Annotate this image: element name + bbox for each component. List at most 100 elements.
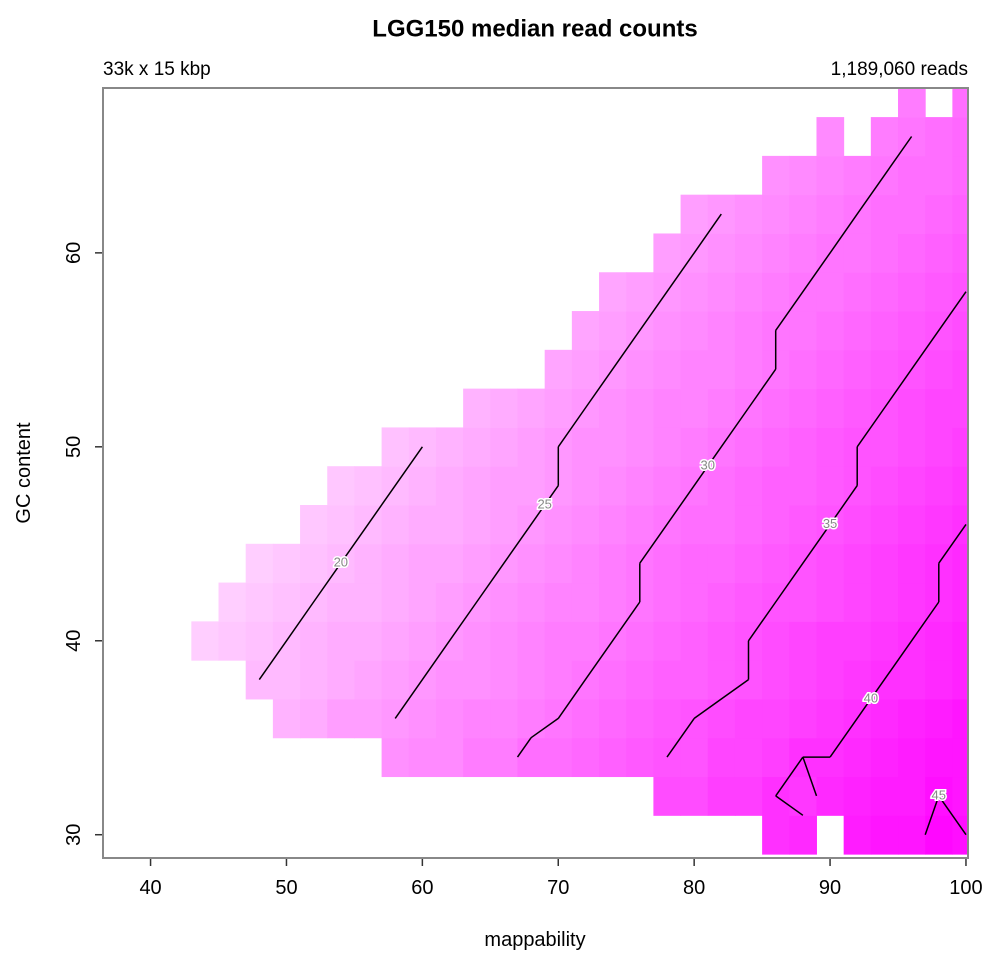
y-tick-label: 30 — [63, 824, 85, 846]
heatmap-cell — [870, 737, 899, 778]
heatmap-cell — [571, 505, 600, 545]
heatmap-cell — [599, 388, 627, 428]
heatmap-cell — [327, 660, 355, 700]
heatmap-cell — [599, 505, 627, 545]
heatmap-cell — [898, 233, 926, 273]
heatmap-cell — [870, 543, 899, 584]
heatmap-cell — [300, 698, 328, 739]
heatmap-cell — [762, 815, 790, 855]
heatmap-cell — [762, 543, 790, 584]
contour-label: 25 — [537, 496, 551, 511]
heatmap-cell — [952, 388, 968, 428]
heatmap-cell — [408, 582, 437, 622]
heatmap-cell — [952, 505, 968, 545]
heatmap-cell — [816, 311, 845, 351]
heatmap-cell — [435, 427, 464, 467]
heatmap-cell — [925, 427, 953, 467]
heatmap-cell — [408, 466, 437, 506]
heatmap-cell — [381, 621, 410, 661]
heatmap-cell — [653, 582, 682, 622]
x-axis-label: mappability — [484, 929, 585, 951]
heatmap-cell — [762, 466, 790, 506]
heatmap-cell — [734, 698, 763, 739]
heatmap-cell — [327, 582, 355, 622]
heatmap-cell — [734, 776, 763, 816]
heatmap-cell — [816, 660, 845, 700]
heatmap-cell — [789, 466, 817, 506]
heatmap-cell — [898, 582, 926, 622]
heatmap-cell — [653, 466, 682, 506]
heatmap-cell — [734, 272, 763, 312]
heatmap-cell — [517, 698, 546, 739]
heatmap-cell — [789, 505, 817, 545]
heatmap-cell — [245, 582, 274, 622]
contours: 20 25 30 35 40 45 — [258, 136, 967, 836]
heatmap-cell — [816, 349, 845, 390]
heatmap-cell — [517, 466, 546, 506]
heatmap-cell — [734, 582, 763, 622]
heatmap-cell — [327, 698, 355, 739]
heatmap-cell — [816, 621, 845, 661]
heatmap-cell — [707, 272, 736, 312]
contour-line — [924, 795, 967, 836]
heatmap-cell — [354, 660, 383, 700]
heatmap-cell — [517, 660, 546, 700]
heatmap-cell — [327, 621, 355, 661]
heatmap-cell — [762, 737, 790, 778]
heatmap-cell — [843, 311, 872, 351]
heatmap-cell — [870, 582, 899, 622]
heatmap-cell — [435, 660, 464, 700]
heatmap-cell — [898, 88, 926, 118]
heatmap-cell — [734, 233, 763, 273]
heatmap-cell — [843, 582, 872, 622]
heatmap-cell — [789, 776, 817, 816]
heatmap-cell — [544, 388, 573, 428]
heatmap-cell — [843, 543, 872, 584]
heatmap-cells — [191, 88, 968, 855]
subtitle-left: 33k x 15 kbp — [103, 59, 211, 80]
contour-label: 40 — [864, 690, 878, 705]
heatmap-cell — [653, 660, 682, 700]
x-tick-label: 100 — [949, 877, 982, 899]
heatmap-cell — [435, 543, 464, 584]
y-tick-label: 40 — [63, 630, 85, 652]
heatmap-cell — [762, 427, 790, 467]
heatmap-cell — [762, 233, 790, 273]
heatmap-cell — [870, 815, 899, 855]
heatmap-cell — [435, 698, 464, 739]
heatmap-cell — [653, 233, 682, 273]
contour-line — [258, 446, 424, 681]
heatmap-cell — [680, 388, 709, 428]
heatmap-cell — [354, 543, 383, 584]
heatmap-cell — [272, 660, 301, 700]
heatmap-cell — [463, 737, 491, 778]
heatmap-cell — [381, 737, 410, 778]
heatmap-cell — [843, 776, 872, 816]
contour-line — [516, 136, 913, 758]
heatmap-cell — [463, 388, 491, 428]
heatmap-cell — [952, 466, 968, 506]
heatmap-cell — [272, 698, 301, 739]
heatmap-cell — [599, 272, 627, 312]
heatmap-cell — [925, 117, 953, 157]
heatmap-cell — [463, 466, 491, 506]
x-tick-label: 90 — [819, 877, 841, 899]
heatmap-cell — [789, 388, 817, 428]
heatmap-cell — [599, 660, 627, 700]
heatmap-cell — [816, 155, 845, 196]
heatmap-cell — [898, 388, 926, 428]
heatmap-cell — [544, 582, 573, 622]
heatmap-cell — [952, 88, 968, 118]
heatmap-cell — [898, 505, 926, 545]
heatmap-cell — [898, 660, 926, 700]
heatmap-cell — [734, 427, 763, 467]
heatmap-cell — [870, 272, 899, 312]
heatmap-cell — [544, 660, 573, 700]
heatmap-cell — [734, 466, 763, 506]
heatmap-cell — [952, 543, 968, 584]
heatmap-cell — [843, 349, 872, 390]
heatmap-cell — [653, 311, 682, 351]
contour-line — [775, 523, 967, 816]
heatmap-cell — [870, 349, 899, 390]
